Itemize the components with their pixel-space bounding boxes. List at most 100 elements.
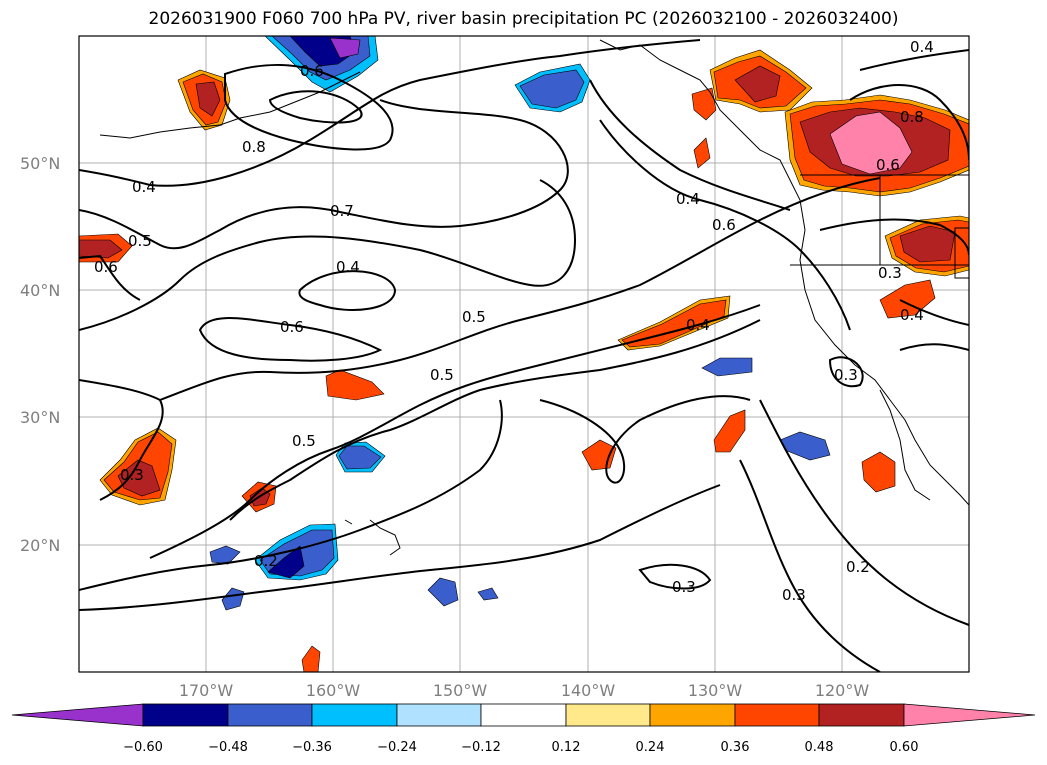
lat-label-30n: 30°N <box>20 408 60 427</box>
precipitation-shading <box>79 36 969 672</box>
contour-label: 0.5 <box>128 232 152 250</box>
positive-anomaly-area <box>829 111 913 175</box>
positive-anomaly-area <box>861 451 896 493</box>
colorbar-tick-label: −0.36 <box>292 740 332 755</box>
contour-label: 0.4 <box>336 258 360 276</box>
colorbar-tick-label: −0.24 <box>377 740 417 755</box>
coastline <box>369 519 401 556</box>
colorbar-tick-label: 0.36 <box>721 740 750 755</box>
colorbar-tick-label: 0.48 <box>805 740 834 755</box>
coastline <box>99 71 361 139</box>
pv-contour-line <box>828 356 864 388</box>
pv-contour-line <box>79 99 569 250</box>
lat-label-50n: 50°N <box>20 154 60 173</box>
lon-label-160w: 160°W <box>306 681 361 700</box>
colorbar-tick-label: 0.12 <box>552 740 581 755</box>
pv-contour-line <box>739 459 881 672</box>
pv-contour-line <box>759 399 969 626</box>
contour-label: 0.5 <box>292 432 316 450</box>
contour-label: 0.3 <box>672 578 696 596</box>
contour-label: 0.8 <box>242 138 266 156</box>
pv-contour-line <box>79 399 503 591</box>
lon-label-120w: 120°W <box>815 681 870 700</box>
colorbar-tick-label: 0.60 <box>890 740 919 755</box>
contour-label: 0.3 <box>834 366 858 384</box>
positive-anomaly-area <box>195 81 221 117</box>
positive-anomaly-area <box>117 459 161 497</box>
pv-contour-line <box>849 84 969 161</box>
pv-contour-line <box>79 379 164 501</box>
pv-contour-line <box>599 119 851 331</box>
contour-label: 0.2 <box>846 558 870 576</box>
colorbar-segment <box>565 703 651 727</box>
coastline <box>879 389 931 501</box>
positive-anomaly-area <box>693 137 711 169</box>
contour-label: 0.6 <box>712 216 736 234</box>
colorbar-under-triangle <box>11 703 144 727</box>
pv-contour-line <box>268 90 363 124</box>
pv-contour-line <box>79 179 577 331</box>
positive-anomaly-area <box>899 225 956 263</box>
colorbar-tick-label: 0.24 <box>636 740 665 755</box>
negative-anomaly-area <box>329 37 361 59</box>
lon-label-170w: 170°W <box>179 681 234 700</box>
contour-label: 0.6 <box>300 62 324 80</box>
contour-label: 0.4 <box>686 316 710 334</box>
coastline <box>954 227 969 279</box>
pv-contour-line <box>859 49 969 71</box>
contour-label: 0.4 <box>900 306 924 324</box>
colorbar-segment <box>227 703 313 727</box>
coastlines <box>99 39 969 556</box>
coastline <box>344 519 353 525</box>
negative-anomaly-area <box>221 587 245 611</box>
pv-contour-line <box>589 79 791 211</box>
contour-label: 0.4 <box>132 178 156 196</box>
pv-contour-line <box>79 254 141 301</box>
pv-contour-line <box>198 317 383 362</box>
positive-anomaly-area <box>879 279 936 319</box>
pv-contour-line <box>224 64 394 151</box>
negative-anomaly-area <box>701 357 753 377</box>
lon-label-150w: 150°W <box>433 681 488 700</box>
colorbar-ticks: −0.60 −0.48 −0.36 −0.24 −0.12 0.12 0.24 … <box>123 740 918 755</box>
contour-label: 0.3 <box>120 466 144 484</box>
pv-contour-line <box>159 177 881 401</box>
contour-labels: 0.4 0.5 0.6 0.8 0.6 0.7 0.4 0.6 0.5 0.5 … <box>94 38 934 604</box>
contour-label: 0.5 <box>462 308 486 326</box>
positive-anomaly-area <box>79 239 123 259</box>
negative-anomaly-area <box>477 587 499 601</box>
positive-anomaly-area <box>713 409 746 453</box>
pv-contours <box>79 39 969 672</box>
colorbar-over-triangle <box>903 703 1036 727</box>
lon-label-140w: 140°W <box>561 681 616 700</box>
pv-contour-line <box>819 218 969 256</box>
positive-anomaly-area <box>621 299 727 348</box>
contour-label: 0.5 <box>430 366 454 384</box>
pv-contour-line <box>149 304 761 559</box>
pv-contour-line <box>298 270 397 311</box>
colorbar-tick-label: −0.60 <box>123 740 163 755</box>
contour-label: 0.7 <box>330 202 354 220</box>
colorbar-segment <box>480 703 567 727</box>
map-title: 2026031900 F060 700 hPa PV, river basin … <box>148 9 899 29</box>
negative-anomaly-area <box>267 545 305 579</box>
latitude-axis: 50°N 40°N 30°N 20°N <box>20 154 60 555</box>
lat-label-40n: 40°N <box>20 281 60 300</box>
colorbar-segment <box>734 703 820 727</box>
coastline <box>599 39 969 506</box>
colorbar-segment <box>142 703 229 727</box>
pv-contour-line <box>539 395 751 484</box>
map-frame <box>78 35 970 673</box>
contour-label: 0.3 <box>878 264 902 282</box>
contour-label: 0.6 <box>876 156 900 174</box>
colorbar-segment <box>311 703 398 727</box>
lat-label-20n: 20°N <box>20 536 60 555</box>
colorbar-tick-label: −0.12 <box>461 740 501 755</box>
positive-anomaly-area <box>301 645 321 672</box>
pv-contour-line <box>899 299 969 326</box>
contour-label: 0.6 <box>280 318 304 336</box>
negative-anomaly-area <box>519 69 585 109</box>
colorbar-segment <box>396 703 482 727</box>
pv-contour-line <box>899 343 969 351</box>
